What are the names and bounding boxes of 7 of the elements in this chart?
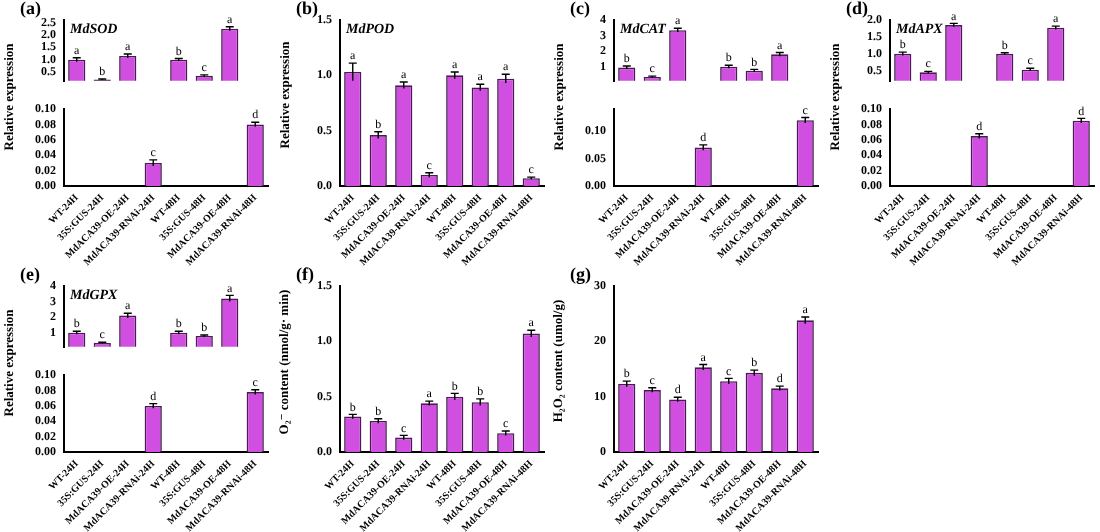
chart-title: (b) <box>295 0 317 18</box>
chart-title: (d) <box>845 0 867 18</box>
chart-title: (a) <box>20 0 41 18</box>
chart-title: (g) <box>570 263 591 284</box>
chart-title: (e) <box>20 263 40 284</box>
chart-title: (f) <box>295 263 313 284</box>
chart-title: (c) <box>570 0 590 18</box>
